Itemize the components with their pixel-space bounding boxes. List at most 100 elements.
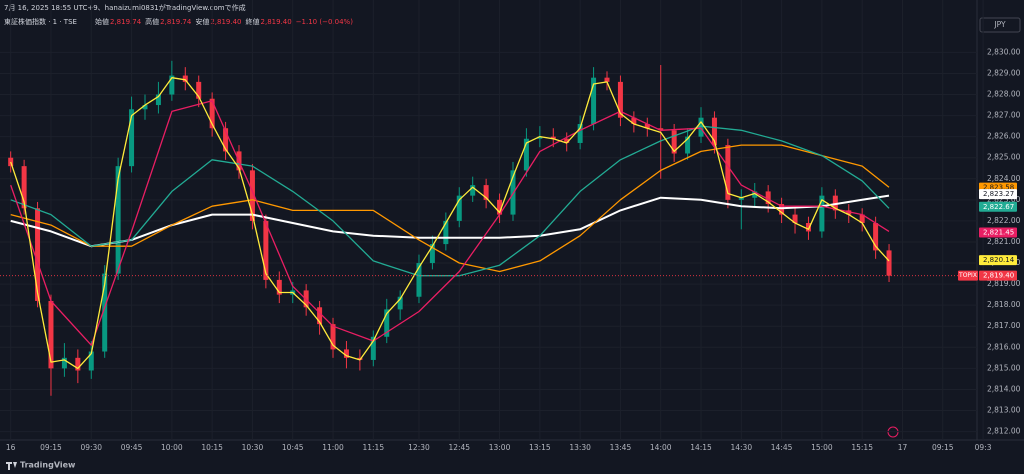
x-tick-label: 09:15 [40, 443, 62, 452]
x-tick-label: 13:30 [569, 443, 591, 452]
y-tick-label: 2,814.00 [987, 384, 1021, 393]
price-label-box [979, 201, 1017, 212]
brand: TradingView [20, 461, 76, 470]
y-tick-label: 2,827.00 [987, 111, 1021, 120]
candle-body [631, 117, 637, 125]
candle-body [343, 349, 349, 358]
candle-body [276, 279, 282, 295]
candle-body [550, 136, 556, 139]
y-tick-label: 2,818.00 [987, 300, 1021, 309]
currency-box[interactable] [979, 17, 1021, 33]
price-label-box [979, 227, 1017, 238]
candle-body [846, 210, 852, 215]
y-tick-label: 2,815.00 [987, 363, 1021, 372]
candle-body [115, 166, 121, 274]
candle-body [832, 195, 838, 211]
candle-body [591, 77, 597, 125]
y-tick-label: 2,829.00 [987, 68, 1021, 77]
candle-body [102, 273, 108, 352]
candle-body [35, 208, 41, 301]
candle-body [209, 98, 215, 129]
indicator-line [10, 77, 890, 370]
candle-body [577, 124, 583, 143]
y-tick-label: 2,819.00 [987, 279, 1021, 288]
candle-body [752, 191, 758, 198]
candle-body [129, 109, 135, 167]
x-tick-label: 17 [898, 443, 908, 452]
x-tick-label: 14:00 [650, 443, 672, 452]
symbol-name: 東証株価指数 · 1 · TSE [4, 17, 77, 26]
candle-body [644, 124, 650, 129]
candle-body [182, 75, 188, 82]
ohlc-value: 2,819.74 [110, 18, 142, 26]
candle-body [819, 195, 825, 232]
candle-body [779, 204, 785, 215]
ohlc-label: 安値 [195, 17, 209, 26]
candle-body [263, 220, 269, 280]
candle-body [725, 145, 731, 200]
y-tick-label: 2,830.00 [987, 47, 1021, 56]
ohlc-value: −1.10 (−0.04%) [296, 18, 354, 26]
candle-body [685, 136, 691, 154]
candle-body [443, 220, 449, 245]
candle-body [416, 263, 422, 297]
x-tick-label: 10:15 [201, 443, 223, 452]
brand-logo [6, 462, 17, 470]
candle-body [330, 324, 336, 350]
y-tick-label: 2,812.00 [987, 427, 1021, 436]
y-tick-label: 2,813.00 [987, 406, 1021, 415]
x-tick-label: 09:3 [975, 443, 992, 452]
price-label-box [979, 270, 1017, 281]
x-tick-label: 16 [6, 443, 16, 452]
candle-body [397, 296, 403, 310]
price-label: 2,823.58 [983, 184, 1014, 192]
candle-body [249, 170, 255, 221]
candle-body [564, 138, 570, 143]
candle-body [75, 357, 81, 371]
candle-body [317, 307, 323, 325]
indicator-line [10, 144, 890, 273]
x-tick-label: 09:15 [932, 443, 954, 452]
candle-body [765, 191, 771, 205]
y-tick-label: 2,824.00 [987, 174, 1021, 183]
candle-body [21, 166, 27, 209]
candle-body [370, 336, 376, 360]
currency: JPY [993, 20, 1006, 29]
candle-body [155, 94, 161, 106]
candle-body [456, 195, 462, 221]
x-tick-label: 10:00 [161, 443, 183, 452]
candle-body [61, 357, 67, 369]
y-tick-label: 2,821.00 [987, 237, 1021, 246]
indicator-line [10, 100, 890, 346]
candle-body [873, 223, 879, 251]
x-tick-label: 15:15 [851, 443, 873, 452]
indicator-line [10, 194, 890, 248]
x-tick-label: 11:15 [362, 443, 384, 452]
x-tick-label: 14:45 [771, 443, 793, 452]
x-tick-label: 12:30 [408, 443, 430, 452]
price-label-box [979, 255, 1017, 266]
candle-body [604, 77, 610, 82]
y-tick-label: 2,823.00 [987, 195, 1021, 204]
y-tick-label: 2,822.00 [987, 216, 1021, 225]
candle-body [805, 223, 811, 232]
ohlc-label: 始値 [95, 17, 109, 26]
candle-body [88, 351, 94, 371]
candle-body [483, 185, 489, 200]
candle-body [886, 250, 892, 276]
candle-body [223, 128, 229, 152]
ohlc-info: 始値2,819.74高値2,819.74安値2,819.40終値2,819.40… [95, 17, 353, 26]
candle-body [537, 136, 543, 139]
y-tick-label: 2,817.00 [987, 321, 1021, 330]
candle-body [196, 81, 202, 99]
price-label: 2,823.27 [983, 190, 1014, 198]
y-tick-label: 2,816.00 [987, 342, 1021, 351]
candle-body [470, 185, 476, 196]
ohlc-value: 2,819.40 [210, 18, 241, 26]
price-label-box [979, 189, 1017, 200]
candle-body [384, 309, 390, 337]
candle-body [671, 130, 677, 154]
price-label: 2,820.14 [983, 256, 1015, 264]
